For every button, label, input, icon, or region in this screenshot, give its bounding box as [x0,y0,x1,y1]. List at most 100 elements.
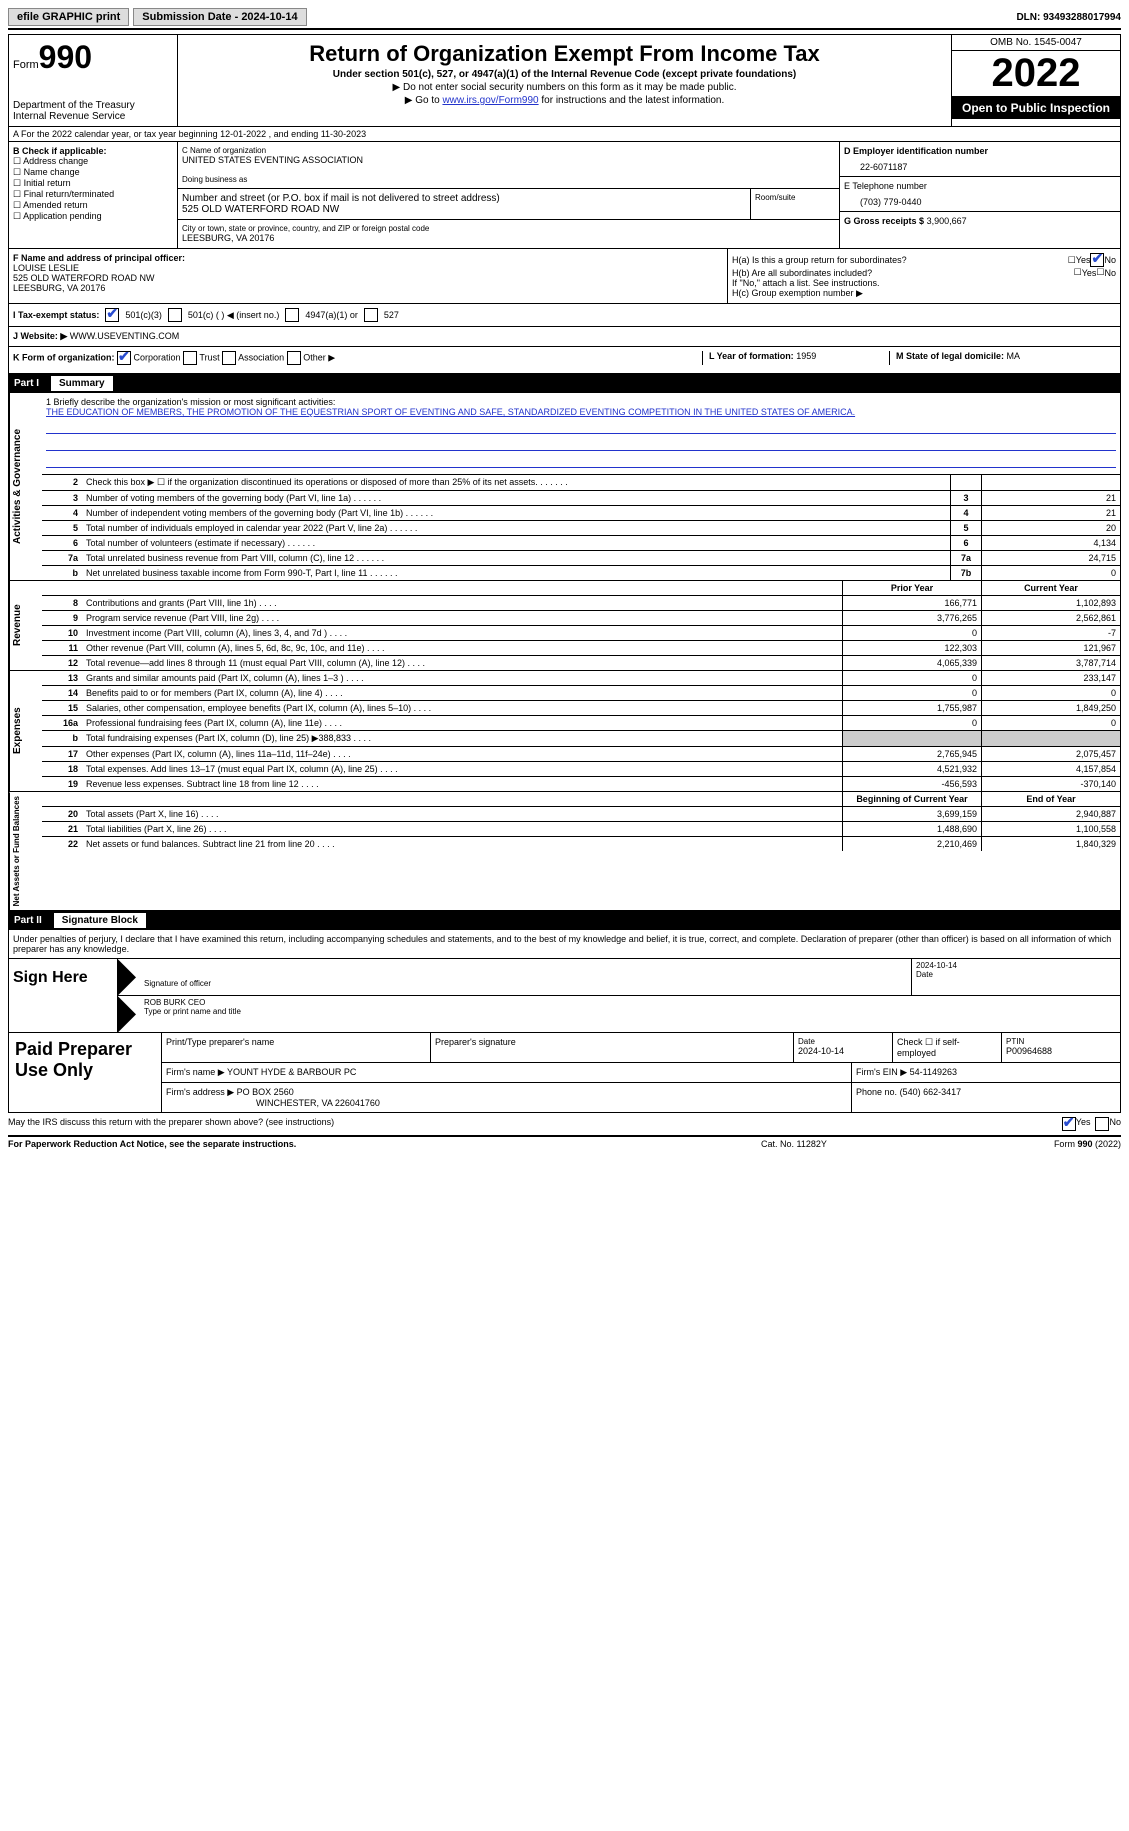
officer-name-title: ROB BURK CEO [144,998,1116,1007]
col-b-title: B Check if applicable: [13,146,173,156]
mission-row: 1 Briefly describe the organization's mi… [42,393,1120,475]
side-activities: Activities & Governance [9,393,42,580]
summary-row: 11Other revenue (Part VIII, column (A), … [42,641,1120,656]
summary-row: bTotal fundraising expenses (Part IX, co… [42,731,1120,747]
row-j: J Website: ▶ WWW.USEVENTING.COM [8,327,1121,347]
discuss-yes-check[interactable] [1062,1117,1076,1131]
penalties-text: Under penalties of perjury, I declare th… [8,930,1121,959]
h-note: If "No," attach a list. See instructions… [732,278,1116,288]
header-left: Form990 Department of the Treasury Inter… [9,35,178,126]
sign-here-block: Sign Here Signature of officer 2024-10-1… [8,959,1121,1033]
dln: DLN: 93493288017994 [1016,12,1121,23]
col-c: C Name of organization UNITED STATES EVE… [178,142,839,248]
blank-line [46,436,1116,451]
discuss-row: May the IRS discuss this return with the… [8,1113,1121,1137]
top-bar: efile GRAPHIC print Submission Date - 20… [8,8,1121,30]
h-a-question: H(a) Is this a group return for subordin… [732,255,1068,265]
two-col-header: Prior Year Current Year [42,581,1120,596]
check-other[interactable] [287,351,301,365]
row-k: K Form of organization: Corporation Trus… [8,347,1121,374]
paid-preparer-label: Paid Preparer Use Only [9,1033,162,1112]
side-revenue: Revenue [9,581,42,670]
officer-addr1: 525 OLD WATERFORD ROAD NW [13,273,723,283]
blank-line [46,419,1116,434]
signature-label: Signature of officer [144,979,907,988]
submission-date-button[interactable]: Submission Date - 2024-10-14 [133,8,306,26]
check-final-return[interactable]: ☐ Final return/terminated [13,189,173,200]
open-inspection: Open to Public Inspection [952,97,1120,119]
h-a-no-check[interactable] [1090,253,1104,267]
org-name: UNITED STATES EVENTING ASSOCIATION [182,155,835,165]
phone-row: E Telephone number (703) 779-0440 [840,177,1120,212]
street-address: 525 OLD WATERFORD ROAD NW [182,204,746,215]
summary-row: 21Total liabilities (Part X, line 26) . … [42,822,1120,837]
year-formation: 1959 [796,351,816,361]
col-b: B Check if applicable: ☐ Address change … [9,142,178,248]
firm-phone: (540) 662-3417 [900,1087,962,1097]
summary-row: 19Revenue less expenses. Subtract line 1… [42,777,1120,791]
check-address-change[interactable]: ☐ Address change [13,156,173,167]
check-527[interactable] [364,308,378,322]
form-subtitle: Under section 501(c), 527, or 4947(a)(1)… [182,69,947,80]
firm-ein: 54-1149263 [910,1067,957,1077]
discuss-no-check[interactable] [1095,1117,1109,1131]
check-corporation[interactable] [117,351,131,365]
website-url: WWW.USEVENTING.COM [70,331,180,341]
officer-info: F Name and address of principal officer:… [9,249,728,303]
sign-here-label: Sign Here [9,959,118,1032]
summary-row: 10Investment income (Part VIII, column (… [42,626,1120,641]
state-domicile: MA [1007,351,1021,361]
mission-text: THE EDUCATION OF MEMBERS, THE PROMOTION … [46,407,1116,417]
check-trust[interactable] [183,351,197,365]
street-row: Number and street (or P.O. box if mail i… [178,189,839,220]
officer-addr2: LEESBURG, VA 20176 [13,283,723,293]
summary-row: 14Benefits paid to or for members (Part … [42,686,1120,701]
section-f-h: F Name and address of principal officer:… [8,249,1121,304]
summary-row: 3Number of voting members of the governi… [42,491,1120,506]
preparer-date: 2024-10-14 [798,1046,888,1056]
summary-row: 17Other expenses (Part IX, column (A), l… [42,747,1120,762]
form-footer: Form 990 (2022) [961,1139,1121,1149]
col-d: D Employer identification number 22-6071… [839,142,1120,248]
omb-number: OMB No. 1545-0047 [952,35,1120,51]
revenue-section: Revenue Prior Year Current Year 8Contrib… [8,581,1121,671]
arrow-icon [118,996,136,1032]
pra-notice: For Paperwork Reduction Act Notice, see … [8,1139,761,1149]
na-header-row: Beginning of Current Year End of Year [42,792,1120,807]
net-assets-section: Net Assets or Fund Balances Beginning of… [8,792,1121,911]
check-initial-return[interactable]: ☐ Initial return [13,178,173,189]
blank-line [46,453,1116,468]
h-b-question: H(b) Are all subordinates included? [732,268,1074,278]
officer-name: LOUISE LESLIE [13,263,723,273]
phone-value: (703) 779-0440 [844,191,1116,207]
summary-row: 18Total expenses. Add lines 13–17 (must … [42,762,1120,777]
form-number: 990 [39,39,92,75]
irs-link[interactable]: www.irs.gov/Form990 [442,95,538,106]
arrow-icon [118,959,136,995]
check-name-change[interactable]: ☐ Name change [13,167,173,178]
paid-preparer-block: Paid Preparer Use Only Print/Type prepar… [8,1033,1121,1113]
check-4947[interactable] [285,308,299,322]
efile-graphic-button[interactable]: efile GRAPHIC print [8,8,129,26]
main-info: B Check if applicable: ☐ Address change … [8,142,1121,249]
check-501c[interactable] [168,308,182,322]
self-employed-check[interactable]: Check ☐ if self-employed [893,1033,1002,1062]
summary-row: 16aProfessional fundraising fees (Part I… [42,716,1120,731]
gross-receipts: 3,900,667 [927,216,967,226]
summary-row: 15Salaries, other compensation, employee… [42,701,1120,716]
sign-date: 2024-10-14 [916,961,1116,970]
check-amended-return[interactable]: ☐ Amended return [13,200,173,211]
preparer-name-label: Print/Type preparer's name [162,1033,431,1062]
gross-row: G Gross receipts $ 3,900,667 [840,212,1120,230]
check-application-pending[interactable]: ☐ Application pending [13,211,173,222]
check-association[interactable] [222,351,236,365]
check-501c3[interactable] [105,308,119,322]
firm-addr2: WINCHESTER, VA 226041760 [166,1098,847,1108]
ein-row: D Employer identification number 22-6071… [840,142,1120,177]
summary-row: 2Check this box ▶ ☐ if the organization … [42,475,1120,491]
summary-row: 4Number of independent voting members of… [42,506,1120,521]
firm-addr1: PO BOX 2560 [237,1087,294,1097]
side-expenses: Expenses [9,671,42,791]
summary-row: 20Total assets (Part X, line 16) . . . .… [42,807,1120,822]
summary-row: 9Program service revenue (Part VIII, lin… [42,611,1120,626]
